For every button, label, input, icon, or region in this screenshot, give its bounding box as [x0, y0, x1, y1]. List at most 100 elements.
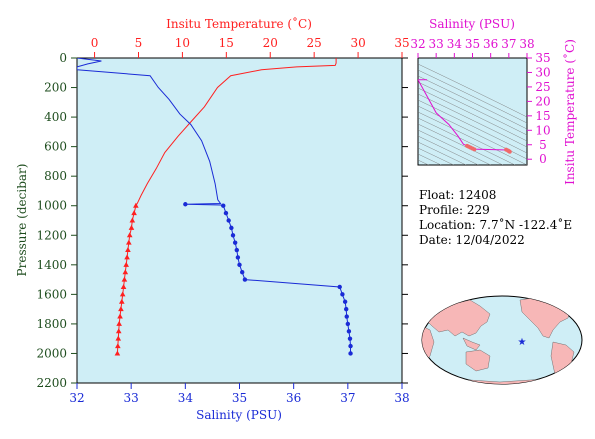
top-tick-label: 0 [91, 36, 99, 50]
ts-point [472, 147, 477, 152]
salinity-point [235, 255, 241, 260]
temperature-point [118, 306, 124, 312]
ts-right-tick-label: 5 [539, 138, 547, 152]
ts-series-line [418, 79, 510, 153]
density-contour [418, 63, 527, 118]
star-icon: ★ [518, 337, 527, 348]
temperature-point [126, 232, 133, 238]
salinity-point [348, 351, 353, 356]
salinity-point [229, 225, 234, 231]
density-contour [418, 123, 504, 165]
density-contour [418, 129, 492, 165]
bottom-tick-label: 35 [232, 391, 247, 405]
temperature-point [116, 320, 122, 326]
ts-right-axis-label: Insitu Temperature (˚C) [562, 39, 577, 185]
ts-right-tick-label: 30 [535, 65, 550, 79]
top-tick-label: 15 [219, 36, 234, 50]
density-contour [418, 93, 527, 148]
density-contour [418, 105, 527, 160]
ts-top-axis-label: Salinity (PSU) [429, 17, 515, 31]
ts-right-tick-label: 25 [535, 80, 550, 94]
profile-axes: 0200400600800100012001400160018002000220… [36, 36, 409, 405]
ts-right-tick-label: 35 [535, 51, 550, 65]
density-contour [418, 99, 527, 154]
temperature-point [126, 239, 132, 245]
top-tick-label: 5 [135, 36, 143, 50]
temperature-point [133, 202, 139, 208]
density-contour [418, 141, 467, 165]
bottom-tick-label: 37 [340, 391, 355, 405]
profile-number: Profile: 229 [419, 203, 490, 217]
salinity-markers [183, 202, 353, 356]
bottom-tick-label: 32 [69, 391, 84, 405]
temperature-point [124, 254, 130, 260]
salinity-point [221, 203, 226, 208]
density-contour [418, 147, 455, 165]
world-map: ★ [421, 295, 583, 385]
salinity-point [232, 240, 238, 245]
salinity-point [242, 277, 248, 282]
temperature-markers [114, 202, 139, 356]
salinity-point [344, 314, 349, 319]
ts-point [507, 149, 512, 154]
salinity-point [348, 343, 353, 349]
salinity-point [240, 270, 245, 275]
density-contour [418, 69, 527, 124]
salinity-point [346, 329, 352, 334]
y-tick-label: 200 [44, 81, 67, 95]
salinity-point [342, 299, 348, 304]
ts-right-tick-label: 15 [535, 109, 550, 123]
bottom-tick-label: 36 [286, 391, 301, 405]
density-contour [418, 87, 527, 142]
top-tick-label: 20 [263, 36, 278, 50]
temperature-point [125, 247, 131, 253]
density-contour [418, 117, 516, 165]
temperature-point [122, 269, 129, 275]
profile-plot-area [76, 57, 403, 384]
top-tick-label: 10 [175, 36, 190, 50]
density-contour [418, 81, 527, 136]
top-axis-label: Insitu Temperature (˚C) [166, 16, 312, 31]
land-se-asia [462, 337, 481, 351]
y-tick-label: 2200 [36, 376, 67, 390]
bottom-tick-label: 38 [394, 391, 409, 405]
density-contour [418, 75, 527, 130]
ts-right-tick-label: 0 [539, 152, 547, 166]
salinity-point [223, 210, 229, 216]
salinity-point [226, 218, 231, 223]
top-tick-label: 30 [350, 36, 365, 50]
temperature-point [115, 328, 122, 334]
temperature-point [128, 224, 135, 230]
y-tick-label: 800 [44, 169, 67, 183]
float-info-panel: Float: 12408 Profile: 229 Location: 7.7˚… [419, 188, 572, 248]
density-contour [418, 135, 479, 165]
bottom-axis-label: Salinity (PSU) [196, 408, 282, 422]
salinity-point [237, 262, 242, 268]
salinity-point [230, 233, 236, 238]
left-axis-label: Pressure (decibar) [15, 164, 29, 277]
y-tick-label: 1600 [36, 287, 67, 301]
date: Date: 12/04/2022 [419, 233, 525, 247]
float-id: Float: 12408 [419, 188, 497, 202]
ts-top-tick-label: 34 [447, 37, 463, 51]
temperature-point [123, 261, 129, 267]
y-tick-label: 1800 [36, 317, 67, 331]
land-australia [465, 349, 491, 372]
y-tick-label: 1400 [36, 258, 67, 272]
location: Location: 7.7˚N -122.4˚E [419, 218, 573, 232]
ts-top-tick-label: 32 [410, 37, 425, 51]
density-contour [418, 153, 442, 165]
ts-right-tick-label: 20 [535, 94, 550, 108]
salinity-point [345, 321, 351, 327]
ts-markers [465, 143, 512, 154]
bottom-tick-label: 34 [178, 391, 194, 405]
temperature-point [129, 217, 136, 223]
y-tick-label: 1000 [36, 199, 67, 213]
temperature-point [115, 335, 122, 341]
ts-top-tick-label: 37 [501, 37, 516, 51]
y-tick-label: 400 [44, 110, 67, 124]
salinity-point [234, 247, 239, 253]
temperature-point [121, 276, 128, 282]
